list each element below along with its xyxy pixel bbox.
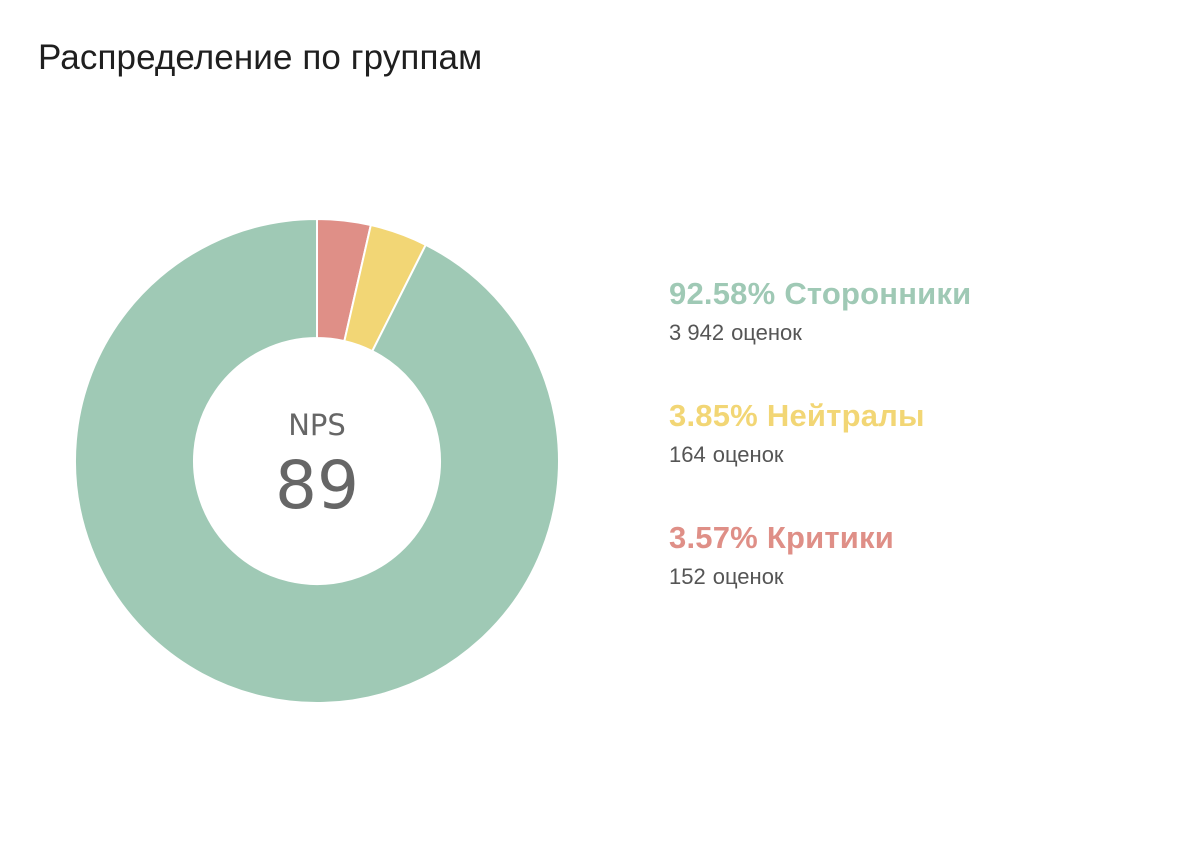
legend-count-value-neutrals: 164: [669, 442, 706, 467]
legend-item-detractors: 3.57% Критики 152 оценок: [669, 516, 971, 638]
legend-header-neutrals: 3.85% Нейтралы: [669, 394, 971, 438]
legend-percent-neutrals: 3.85%: [669, 398, 758, 433]
legend-count-detractors: 152 оценок: [669, 562, 971, 592]
legend: 92.58% Сторонники 3 942 оценок 3.85% Нейтра…: [669, 272, 971, 638]
donut-slices: [74, 217, 560, 704]
legend-header-detractors: 3.57% Критики: [669, 516, 971, 560]
legend-name-promoters: Сторонники: [784, 276, 972, 311]
legend-percent-detractors: 3.57%: [669, 520, 758, 555]
donut-slice-promoters[interactable]: [74, 217, 560, 704]
legend-count-promoters: 3 942 оценок: [669, 318, 971, 348]
legend-count-value-detractors: 152: [669, 564, 706, 589]
donut-chart-svg: NPS 89: [74, 217, 560, 704]
page-title: Распределение по группам: [38, 38, 483, 77]
legend-count-neutrals: 164 оценок: [669, 440, 971, 470]
nps-score: 89: [275, 447, 359, 524]
legend-percent-promoters: 92.58%: [669, 276, 776, 311]
nps-donut-chart: NPS 89: [70, 214, 564, 708]
legend-name-neutrals: Нейтралы: [766, 398, 925, 433]
legend-count-unit-detractors: оценок: [712, 564, 784, 589]
nps-label: NPS: [288, 408, 346, 442]
legend-count-unit-neutrals: оценок: [712, 442, 784, 467]
legend-item-neutrals: 3.85% Нейтралы 164 оценок: [669, 394, 971, 516]
legend-header-promoters: 92.58% Сторонники: [669, 272, 971, 316]
legend-count-unit-promoters: оценок: [731, 320, 802, 345]
legend-name-detractors: Критики: [766, 520, 895, 555]
legend-item-promoters: 92.58% Сторонники 3 942 оценок: [669, 272, 971, 394]
legend-count-value-promoters: 3 942: [669, 320, 725, 345]
